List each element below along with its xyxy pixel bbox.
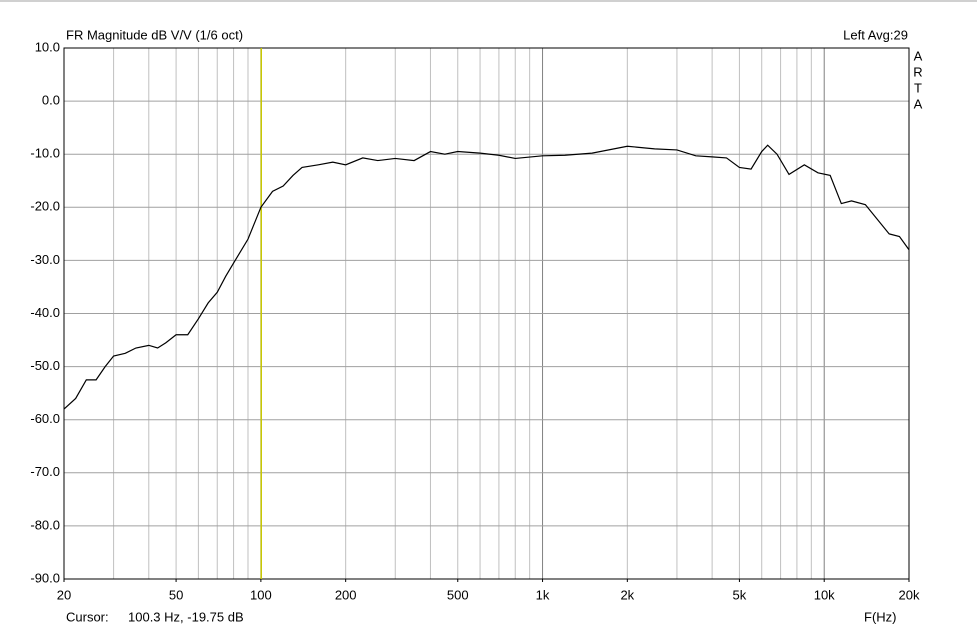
x-tick-label: 200 [335,587,357,602]
x-tick-label: 10k [814,587,835,602]
y-tick-label: -70.0 [30,464,60,479]
legend-text: Left Avg:29 [843,27,908,42]
plot-border [63,47,910,580]
y-tick-label: -90.0 [30,570,60,585]
y-tick-label: -30.0 [30,252,60,267]
cursor-text: 100.3 Hz, -19.75 dB [128,609,244,624]
y-tick-label: 0.0 [42,93,60,108]
y-tick-label: 10.0 [35,39,60,54]
x-tick-label: 1k [536,587,550,602]
x-tick-label: 100 [250,587,272,602]
cursor-label: Cursor: [66,609,109,624]
y-tick-label: -80.0 [30,517,60,532]
y-tick-label: -50.0 [30,358,60,373]
x-tick-label: 20k [899,587,920,602]
x-tick-label: 50 [169,587,183,602]
side-label: T [914,80,922,95]
x-tick-label: 5k [733,587,747,602]
y-tick-label: -40.0 [30,305,60,320]
chart-title: FR Magnitude dB V/V (1/6 oct) [66,27,243,42]
x-tick-label: 2k [620,587,634,602]
side-label: A [914,96,923,111]
x-tick-label: 500 [447,587,469,602]
side-label: R [913,64,922,79]
x-axis-label: F(Hz) [864,609,897,624]
side-label: A [914,48,923,63]
y-tick-label: -60.0 [30,411,60,426]
x-tick-label: 20 [57,587,71,602]
y-tick-label: -20.0 [30,199,60,214]
data-line [63,144,910,410]
y-tick-label: -10.0 [30,146,60,161]
